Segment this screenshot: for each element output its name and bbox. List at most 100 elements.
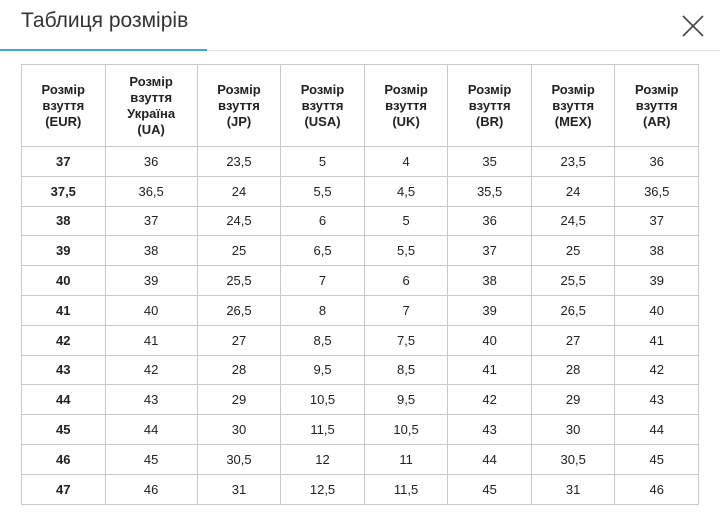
table-cell: 37 — [447, 235, 532, 267]
table-cell: 37 — [614, 205, 699, 237]
table-cell: 46 — [614, 473, 699, 505]
close-icon — [682, 15, 704, 37]
table-cell: 42 — [21, 324, 106, 356]
column-header: Розмір взуття (USA) — [280, 64, 365, 147]
table-cell: 36 — [614, 146, 699, 177]
table-row: 44 43 29 10,5 9,5 42 29 43 — [21, 384, 699, 416]
table-cell: 9,5 — [280, 354, 365, 386]
table-cell: 7 — [280, 265, 365, 296]
table-cell: 26,5 — [196, 294, 282, 326]
table-cell: 29 — [196, 384, 282, 416]
table-cell: 40 — [104, 294, 198, 326]
table-cell: 31 — [530, 473, 616, 505]
table-cell: 25 — [196, 235, 282, 267]
table-cell: 25,5 — [530, 265, 616, 296]
table-cell: 11,5 — [363, 473, 449, 505]
table-cell: 43 — [447, 414, 532, 445]
table-cell: 27 — [530, 324, 616, 356]
table-cell: 42 — [447, 384, 532, 416]
title-underline — [0, 49, 207, 51]
table-cell: 6,5 — [280, 235, 365, 267]
table-cell: 35 — [447, 146, 532, 177]
table-cell: 43 — [21, 354, 106, 386]
table-row: 45 44 30 11,5 10,5 43 30 44 — [21, 414, 699, 445]
table-cell: 5 — [363, 205, 449, 237]
table-cell: 37 — [21, 146, 106, 177]
table-cell: 36 — [447, 205, 532, 237]
column-header: Розмір взуття (JP) — [196, 64, 282, 147]
table-cell: 29 — [530, 384, 616, 416]
table-cell: 25 — [530, 235, 616, 267]
table-cell: 45 — [21, 414, 106, 445]
table-cell: 46 — [104, 473, 198, 505]
header-row: Розмір взуття (EUR) Розмір взуття Україна… — [21, 64, 699, 147]
close-button[interactable] — [680, 13, 706, 39]
column-header: Розмір взуття (UK) — [363, 64, 449, 147]
table-cell: 23,5 — [196, 146, 282, 177]
table-cell: 4,5 — [363, 175, 449, 207]
table-cell: 25,5 — [196, 265, 282, 296]
table-cell: 41 — [104, 324, 198, 356]
table-cell: 38 — [21, 205, 106, 237]
table-cell: 41 — [614, 324, 699, 356]
table-cell: 10,5 — [363, 414, 449, 445]
table-cell: 39 — [104, 265, 198, 296]
table-cell: 31 — [196, 473, 282, 505]
table-cell: 41 — [447, 354, 532, 386]
table-cell: 7 — [363, 294, 449, 326]
table-cell: 43 — [614, 384, 699, 416]
table-cell: 36,5 — [104, 175, 198, 207]
column-header: Розмір взуття Україна (UA) — [104, 64, 198, 147]
table-cell: 47 — [21, 473, 106, 505]
table-row: 37,5 36,5 24 5,5 4,5 35,5 24 36,5 — [21, 175, 699, 207]
table-row: 41 40 26,5 8 7 39 26,5 40 — [21, 294, 699, 326]
table-cell: 30,5 — [530, 443, 616, 475]
table-cell: 39 — [447, 294, 532, 326]
table-cell: 8 — [280, 294, 365, 326]
table-cell: 26,5 — [530, 294, 616, 326]
column-header: Розмір взуття (EUR) — [21, 64, 106, 147]
table-cell: 4 — [363, 146, 449, 177]
size-table: Розмір взуття (EUR) Розмір взуття Україна… — [21, 64, 699, 505]
table-cell: 24 — [530, 175, 616, 207]
table-cell: 10,5 — [280, 384, 365, 416]
table-cell: 37 — [104, 205, 198, 237]
modal-title: Таблиця розмірів — [21, 9, 189, 32]
table-cell: 46 — [21, 443, 106, 475]
table-cell: 44 — [447, 443, 532, 475]
table-row: 43 42 28 9,5 8,5 41 28 42 — [21, 354, 699, 386]
table-body: 37 36 23,5 5 4 35 23,5 36 37,5 36,5 24 5,5 4,5 35,5 24… — [21, 146, 699, 505]
table-cell: 38 — [447, 265, 532, 296]
table-cell: 11,5 — [280, 414, 365, 445]
table-cell: 23,5 — [530, 146, 616, 177]
table-row: 42 41 27 8,5 7,5 40 27 41 — [21, 324, 699, 356]
table-cell: 6 — [363, 265, 449, 296]
table-cell: 44 — [21, 384, 106, 416]
column-header: Розмір взуття (AR) — [614, 64, 699, 147]
table-row: 47 46 31 12,5 11,5 45 31 46 — [21, 473, 699, 505]
table-cell: 38 — [104, 235, 198, 267]
table-row: 37 36 23,5 5 4 35 23,5 36 — [21, 146, 699, 177]
table-cell: 24,5 — [530, 205, 616, 237]
column-header: Розмір взуття (MEX) — [530, 64, 616, 147]
table-cell: 5,5 — [280, 175, 365, 207]
table-cell: 39 — [21, 235, 106, 267]
table-cell: 8,5 — [280, 324, 365, 356]
table-cell: 40 — [614, 294, 699, 326]
table-cell: 12 — [280, 443, 365, 475]
table-row: 39 38 25 6,5 5,5 37 25 38 — [21, 235, 699, 267]
table-cell: 39 — [614, 265, 699, 296]
table-row: 40 39 25,5 7 6 38 25,5 39 — [21, 265, 699, 296]
table-cell: 6 — [280, 205, 365, 237]
table-cell: 30,5 — [196, 443, 282, 475]
table-cell: 36 — [104, 146, 198, 177]
table-cell: 45 — [447, 473, 532, 505]
table-cell: 36,5 — [614, 175, 699, 207]
table-row: 46 45 30,5 12 11 44 30,5 45 — [21, 443, 699, 475]
table-cell: 40 — [21, 265, 106, 296]
table-cell: 41 — [21, 294, 106, 326]
table-cell: 9,5 — [363, 384, 449, 416]
table-cell: 30 — [530, 414, 616, 445]
table-cell: 42 — [104, 354, 198, 386]
